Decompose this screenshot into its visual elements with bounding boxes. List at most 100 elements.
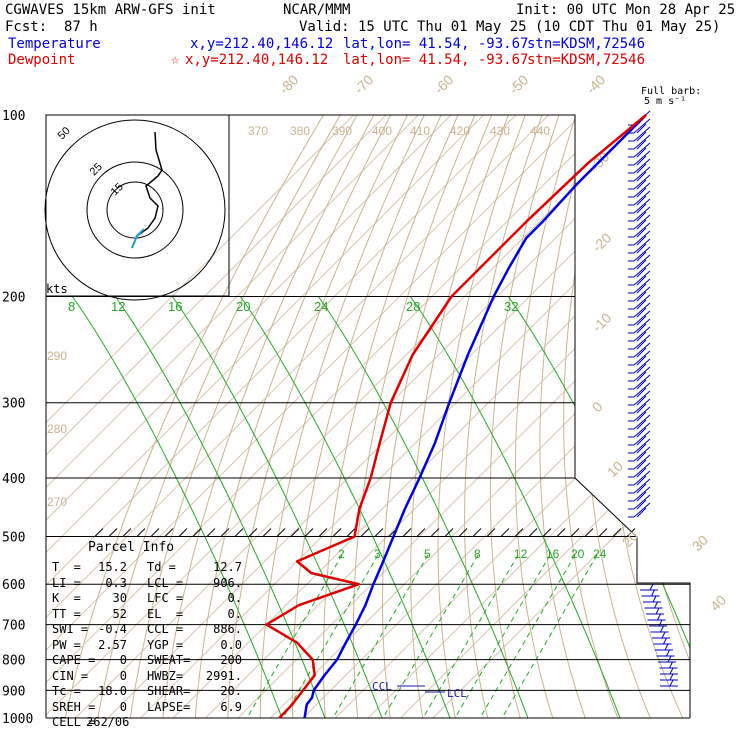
parcel-label: PW = <box>52 637 81 652</box>
parcel-value: 262/06 <box>86 715 130 729</box>
org-title: NCAR/MMM <box>283 2 351 18</box>
temperature-label: Temperature <box>8 36 101 52</box>
mixing-ratio-label: 8 <box>68 299 75 314</box>
parcel-value: 0 <box>119 668 127 683</box>
model-title: CGWAVES 15km ARW-GFS init <box>5 2 216 18</box>
barb-legend-2: 5 m s⁻¹ <box>644 96 687 107</box>
series-temperature <box>303 114 647 719</box>
parcel-label: Tc = <box>52 684 81 698</box>
wind-barb <box>628 230 651 246</box>
hodograph-ring <box>86 161 184 259</box>
parcel-label2: LFC = <box>147 591 184 605</box>
wind-barb <box>628 182 651 198</box>
wind-barb <box>628 198 651 214</box>
wind-barb <box>628 470 651 486</box>
wind-barb <box>628 126 651 142</box>
wind-barb <box>646 607 664 615</box>
mixing-ratio-label: 3 <box>374 547 381 561</box>
wind-barb <box>628 142 651 158</box>
parcel-label2: EL = <box>147 606 184 621</box>
theta-label: 430 <box>490 124 510 138</box>
parcel-value2: 6.9 <box>220 699 242 714</box>
wind-barb <box>628 254 651 270</box>
pressure-label-200: 200 <box>2 291 25 306</box>
isotherm-label: -50 <box>506 71 532 97</box>
parcel-label: T = <box>52 560 81 574</box>
wind-barb <box>659 661 678 669</box>
parcel-label2: YGP = <box>147 637 184 652</box>
dewpoint-marker-icon: ☆ <box>171 52 180 68</box>
wind-barb <box>628 334 651 350</box>
wind-barb <box>628 158 651 174</box>
parcel-value: 30 <box>112 591 127 605</box>
parcel-label2: SWEAT= <box>147 653 191 667</box>
parcel-value: 52 <box>112 606 127 621</box>
wind-barb <box>658 655 676 663</box>
parcel-label2: LAPSE= <box>147 699 191 714</box>
wind-barbs <box>628 110 678 687</box>
pressure-label-600: 600 <box>2 578 25 593</box>
pressure-label-400: 400 <box>2 472 25 487</box>
theta-label: 400 <box>372 124 392 138</box>
wind-barb <box>641 589 660 597</box>
mixing-ratio-label: 32 <box>504 299 518 314</box>
wind-barb <box>628 190 651 206</box>
hodograph-ring <box>44 119 226 301</box>
parcel-value: 2.57 <box>98 637 127 652</box>
mixing-ratio-label: 5 <box>424 547 431 561</box>
parcel-value2: 886. <box>213 622 242 636</box>
mixing-ratio-label: 16 <box>168 299 182 314</box>
parcel-value2: 2991. <box>205 668 242 683</box>
isotherm-label: 40 <box>707 592 729 614</box>
dewpoint-stn: stn=KDSM,72546 <box>527 52 646 68</box>
parcel-label: CIN = <box>52 668 89 683</box>
isotherm-label: -80 <box>276 71 302 97</box>
wind-barb <box>647 613 666 621</box>
wind-barb <box>628 422 651 438</box>
parcel-label: SREH = <box>52 699 96 714</box>
theta-label: 390 <box>332 124 352 138</box>
pressure-label-800: 800 <box>2 654 25 669</box>
mixing-ratio-label: 20 <box>236 299 250 314</box>
wind-barb <box>628 502 651 518</box>
parcel-value2: 12.7 <box>213 560 242 574</box>
hodograph-ring <box>106 181 164 239</box>
wind-barb <box>644 601 663 609</box>
hodograph-trace-low <box>131 228 145 249</box>
mixing-ratio-label: 28 <box>406 299 420 314</box>
wind-barb <box>660 679 678 687</box>
theta-label: 280 <box>47 422 67 436</box>
dewpoint-label: Dewpoint <box>8 52 76 68</box>
parcel-value: 0 <box>119 699 127 714</box>
theta-label: 370 <box>248 124 268 138</box>
wind-barb <box>628 342 651 358</box>
wind-barb <box>628 366 651 382</box>
wind-barb <box>660 673 678 681</box>
parcel-value: 0.3 <box>105 575 127 590</box>
temperature-latlon: lat,lon= 41.54, -93.67 <box>343 36 529 52</box>
wind-barb <box>628 278 651 294</box>
wind-barb <box>628 270 651 286</box>
isotherm-label: -40 <box>583 71 609 97</box>
parcel-label: SWI = <box>52 622 89 636</box>
wind-barb <box>628 262 651 278</box>
valid-time: Valid: 15 UTC Thu 01 May 25 (10 CDT Thu … <box>299 19 721 35</box>
hodograph-trace <box>131 131 163 249</box>
wind-barb <box>628 454 651 470</box>
wind-barb <box>649 619 667 627</box>
isotherm-label: -20 <box>589 229 615 255</box>
wind-barb <box>628 174 651 190</box>
wind-barb <box>628 406 651 422</box>
wind-barb <box>628 494 651 510</box>
parcel-label: K = <box>52 591 81 605</box>
theta-label: 270 <box>47 495 67 509</box>
pressure-label-1000: 1000 <box>2 712 33 727</box>
mixing-ratio-label: 8 <box>474 547 481 561</box>
wind-barb <box>628 246 651 262</box>
pressure-label-100: 100 <box>2 109 25 124</box>
theta-label: 440 <box>530 124 550 138</box>
wind-barb <box>628 438 651 454</box>
pressure-label-500: 500 <box>2 530 25 545</box>
isotherm-label: -70 <box>351 71 377 97</box>
